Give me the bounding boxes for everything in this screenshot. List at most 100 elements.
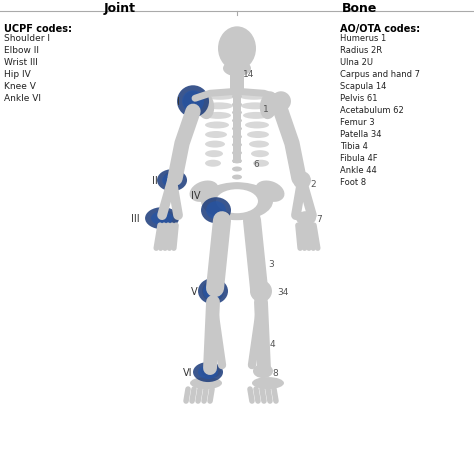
Ellipse shape [157,170,187,192]
Ellipse shape [232,175,242,180]
Ellipse shape [151,212,173,225]
Text: Elbow II: Elbow II [4,46,39,55]
Text: UCPF codes:: UCPF codes: [4,24,72,34]
Ellipse shape [145,208,179,230]
Text: I: I [177,97,180,107]
Text: Knee V: Knee V [4,82,36,91]
Ellipse shape [163,172,181,190]
Text: 8: 8 [272,368,278,377]
Ellipse shape [260,92,278,120]
Ellipse shape [205,132,227,139]
Ellipse shape [232,183,242,188]
Ellipse shape [162,174,182,188]
Ellipse shape [223,61,251,77]
Ellipse shape [245,122,269,129]
Text: Radius 2R: Radius 2R [340,46,382,55]
Text: Humerus 1: Humerus 1 [340,34,386,43]
Text: Ulna 2U: Ulna 2U [340,58,373,67]
Ellipse shape [232,143,242,148]
Text: Shoulder I: Shoulder I [4,34,50,43]
Ellipse shape [247,132,269,139]
Text: Scapula 14: Scapula 14 [340,82,386,91]
Text: 14: 14 [243,69,255,79]
Text: 34: 34 [277,287,288,296]
Ellipse shape [250,281,272,302]
Bar [233,96,241,164]
Ellipse shape [232,94,242,100]
Text: Tibia 4: Tibia 4 [340,142,368,151]
Ellipse shape [216,190,258,214]
Text: II: II [152,176,158,186]
Text: Bone: Bone [342,2,378,15]
Ellipse shape [190,377,222,389]
Bar [230,71,244,91]
Text: 2: 2 [310,179,316,188]
Ellipse shape [182,91,204,113]
Ellipse shape [205,141,225,148]
Text: Ankle VI: Ankle VI [4,94,41,103]
Text: Hip IV: Hip IV [4,70,31,79]
Text: Ankle 44: Ankle 44 [340,166,377,175]
Text: 1: 1 [263,105,269,113]
Text: 4: 4 [270,339,275,348]
Ellipse shape [232,127,242,132]
Ellipse shape [232,111,242,116]
Text: V: V [191,287,198,296]
Ellipse shape [243,113,269,119]
Ellipse shape [196,92,214,120]
Ellipse shape [241,103,269,110]
Ellipse shape [293,172,311,190]
Text: AO/OTA codes:: AO/OTA codes: [340,24,420,34]
Text: 7: 7 [316,214,322,223]
Ellipse shape [183,92,203,112]
Ellipse shape [232,119,242,124]
Ellipse shape [158,212,178,225]
Text: Carpus and hand 7: Carpus and hand 7 [340,70,420,79]
Ellipse shape [201,183,273,221]
Ellipse shape [232,87,242,92]
Text: Wrist III: Wrist III [4,58,38,67]
Text: 6: 6 [253,159,259,169]
Ellipse shape [232,167,242,172]
Ellipse shape [232,159,242,164]
Ellipse shape [205,113,231,119]
Ellipse shape [271,92,291,112]
Ellipse shape [232,191,242,196]
Ellipse shape [206,202,226,220]
Ellipse shape [177,86,209,118]
Ellipse shape [201,364,221,378]
Ellipse shape [205,160,221,167]
Ellipse shape [201,198,231,224]
Ellipse shape [232,135,242,140]
Ellipse shape [253,160,269,167]
Text: Patella 34: Patella 34 [340,130,382,139]
Ellipse shape [205,103,233,110]
Ellipse shape [205,122,229,129]
Text: VI: VI [182,367,192,377]
Ellipse shape [205,94,235,100]
Text: Acetabulum 62: Acetabulum 62 [340,106,404,115]
Ellipse shape [203,282,223,300]
Text: Foot 8: Foot 8 [340,178,366,187]
Ellipse shape [218,27,256,71]
Text: Femur 3: Femur 3 [340,118,374,127]
Text: Pelvis 61: Pelvis 61 [340,94,377,103]
Ellipse shape [252,377,284,389]
Ellipse shape [251,151,269,158]
Ellipse shape [296,212,316,225]
Ellipse shape [193,362,223,382]
Ellipse shape [232,103,242,108]
Text: IV: IV [191,191,200,201]
Ellipse shape [205,151,223,158]
Text: 3: 3 [268,259,273,268]
Ellipse shape [190,181,219,202]
Ellipse shape [198,365,218,379]
Text: Joint: Joint [104,2,136,15]
Ellipse shape [255,181,284,202]
Ellipse shape [202,281,224,302]
Ellipse shape [232,151,242,156]
Ellipse shape [239,94,269,100]
Text: Fibula 4F: Fibula 4F [340,154,378,163]
Ellipse shape [249,141,269,148]
Ellipse shape [198,279,228,305]
